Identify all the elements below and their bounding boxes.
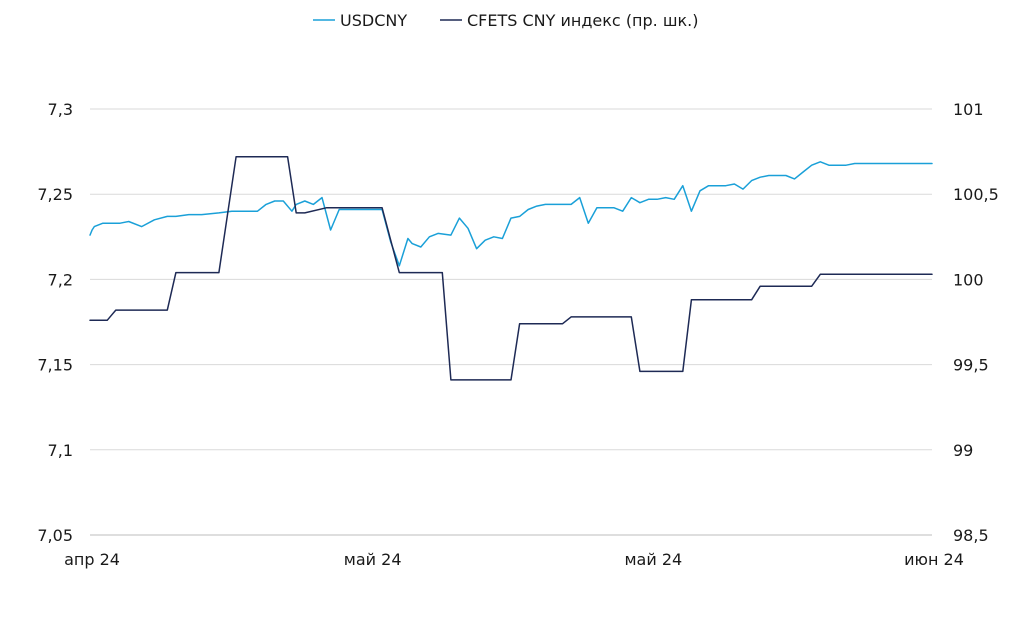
left-tick-label: 7,05 bbox=[37, 526, 73, 545]
series-line-usdcny bbox=[89, 161, 933, 267]
x-tick-label: апр 24 bbox=[64, 550, 120, 569]
left-tick-label: 7,3 bbox=[48, 100, 73, 119]
right-tick-label: 100,5 bbox=[953, 185, 999, 204]
legend-label-cfets: CFETS CNY индекс (пр. шк.) bbox=[467, 11, 698, 30]
left-axis: 7,05 7,1 7,15 7,2 7,25 7,3 bbox=[37, 100, 73, 545]
series-lines bbox=[89, 155, 933, 381]
grid bbox=[90, 108, 932, 536]
x-tick-label: май 24 bbox=[344, 550, 402, 569]
left-tick-label: 7,2 bbox=[48, 270, 73, 289]
right-axis: 98,5 99 99,5 100 100,5 101 bbox=[953, 100, 999, 545]
right-tick-label: 99 bbox=[953, 441, 973, 460]
right-tick-label: 98,5 bbox=[953, 526, 989, 545]
x-axis: апр 24 май 24 май 24 июн 24 bbox=[64, 550, 964, 569]
legend: USDCNY CFETS CNY индекс (пр. шк.) bbox=[313, 11, 698, 30]
x-tick-label: май 24 bbox=[624, 550, 682, 569]
legend-label-usdcny: USDCNY bbox=[340, 11, 407, 30]
x-tick-label: июн 24 bbox=[904, 550, 964, 569]
series-line-cfets bbox=[89, 155, 933, 381]
left-tick-label: 7,15 bbox=[37, 356, 73, 375]
right-tick-label: 101 bbox=[953, 100, 984, 119]
right-tick-label: 100 bbox=[953, 270, 984, 289]
right-tick-label: 99,5 bbox=[953, 356, 989, 375]
left-tick-label: 7,25 bbox=[37, 185, 73, 204]
left-tick-label: 7,1 bbox=[48, 441, 73, 460]
